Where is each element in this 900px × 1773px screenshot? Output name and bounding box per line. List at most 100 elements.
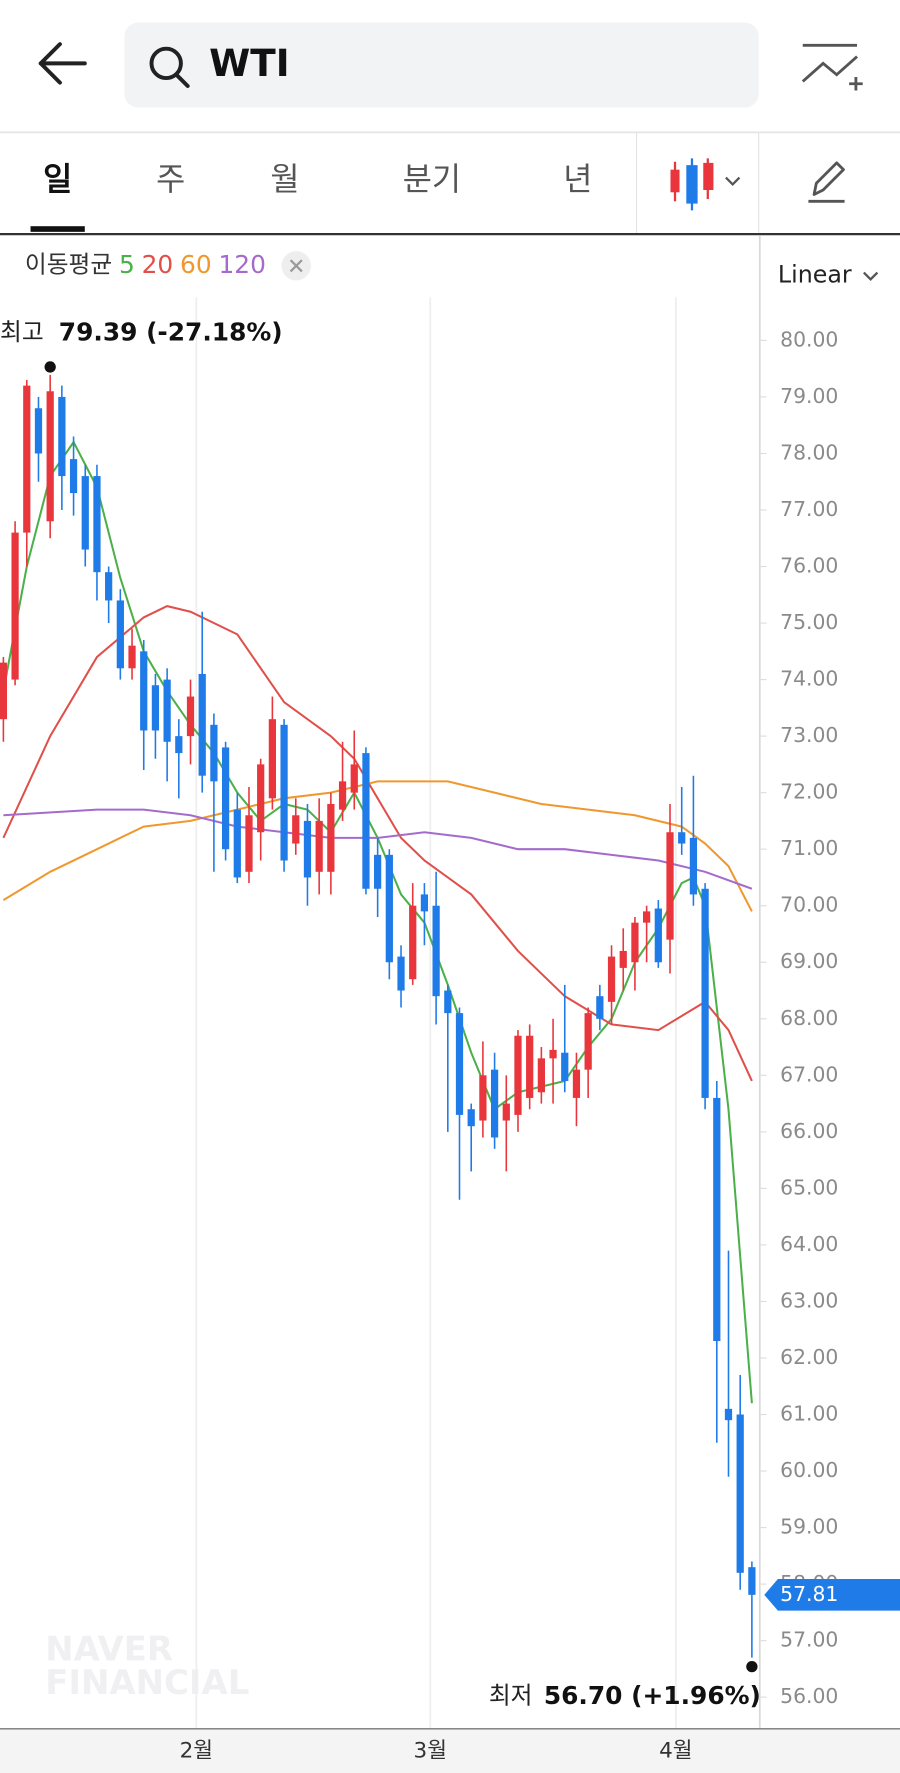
search-icon (149, 46, 183, 81)
candle-body (701, 888, 709, 1098)
candle-body (432, 905, 440, 997)
candle-body (619, 950, 627, 968)
candle-body (374, 854, 382, 889)
candle-body (643, 911, 651, 923)
candle-body (163, 679, 171, 742)
y-tick-label: 57.00 (780, 1628, 838, 1652)
legend-title: 이동평균 (25, 250, 112, 278)
x-tick-label: 4월 (659, 1738, 692, 1763)
candle-body (409, 905, 417, 980)
period-tab[interactable]: 일 (43, 162, 72, 198)
axes: 2월3월4월56.0057.0058.0059.0060.0061.0062.0… (180, 327, 839, 1763)
candle-body (666, 832, 674, 940)
scale-chevron (863, 271, 879, 281)
period-tab[interactable]: 년 (563, 162, 592, 198)
moving-average-line (2, 605, 753, 1082)
icon-candle (703, 162, 714, 191)
y-tick-label: 74.00 (780, 667, 838, 691)
y-tick-label: 56.00 (780, 1684, 838, 1708)
candle-body (385, 854, 393, 963)
candle-body (350, 764, 358, 793)
candle-body (526, 1035, 534, 1098)
candle-body (362, 753, 370, 889)
x-tick-label: 2월 (180, 1738, 213, 1763)
y-tick-label: 79.00 (780, 384, 838, 408)
period-tabs: 일 주 월 분기 년 (30, 162, 592, 232)
candle-body (748, 1567, 756, 1595)
candle-body (292, 815, 300, 844)
back-button[interactable] (38, 42, 87, 85)
candle-body (128, 645, 136, 669)
candle-body (607, 956, 616, 1002)
candle-body (257, 764, 265, 833)
compare-button[interactable] (801, 43, 863, 91)
search-box[interactable] (124, 22, 759, 108)
moving-average-line (3, 808, 753, 890)
candle-body (689, 837, 698, 895)
candle-body (455, 1013, 464, 1115)
candle-body (268, 719, 276, 799)
candle-body (34, 408, 43, 454)
y-tick-label: 59.00 (780, 1515, 838, 1539)
y-tick-label: 69.00 (780, 949, 838, 973)
period-tab[interactable]: 분기 (403, 162, 461, 198)
candle-body (514, 1035, 522, 1115)
candle-body (233, 809, 241, 878)
candle-body (736, 1414, 744, 1573)
candle-body (338, 781, 347, 810)
close-icon (289, 259, 303, 273)
candle-body (11, 532, 19, 680)
candle-body (198, 673, 206, 776)
y-tick-label: 64.00 (780, 1232, 838, 1256)
watermark-text: FINANCIAL (45, 1663, 249, 1702)
y-tick-label: 76.00 (780, 554, 838, 578)
y-tick-label: 75.00 (780, 610, 838, 634)
high-marker-text: 79.39 (-27.18%) (59, 318, 283, 347)
legend-entry: 20 (142, 250, 174, 279)
legend-entry: 120 (218, 250, 265, 279)
scale-mode[interactable]: Linear (778, 260, 852, 288)
candle-body (46, 391, 54, 522)
y-tick-label: 60.00 (780, 1458, 838, 1482)
period-tab[interactable]: 주 (156, 162, 185, 198)
candle-body (631, 922, 639, 963)
period-tab[interactable]: 월 (270, 162, 299, 198)
y-tick-label: 73.00 (780, 723, 838, 747)
candle-body (0, 662, 8, 720)
candle-body (537, 1058, 545, 1093)
y-tick-label: 61.00 (780, 1402, 838, 1426)
icon-candle (670, 169, 680, 193)
back-arrow (38, 42, 87, 85)
candle-body (654, 908, 662, 963)
y-tick-label: 67.00 (780, 1062, 838, 1086)
candle-body (93, 476, 101, 573)
x-tick-label: 3월 (414, 1738, 447, 1763)
candle-body (23, 385, 31, 533)
y-tick-label: 72.00 (780, 780, 838, 804)
y-tick-label: 62.00 (780, 1345, 838, 1369)
low-marker-label: 최저 (489, 1682, 533, 1710)
candle-body (678, 832, 686, 844)
icon-candle (686, 165, 698, 204)
candle-body (490, 1069, 499, 1138)
low-marker-text: 56.70 (+1.96%) (544, 1681, 761, 1710)
chart-type-button[interactable] (670, 158, 741, 211)
watermark-text: NAVER (45, 1629, 173, 1668)
candle-body (140, 651, 148, 731)
y-tick-label: 77.00 (780, 497, 838, 521)
y-tick-label: 80.00 (780, 327, 838, 351)
candle-body (420, 894, 429, 912)
candle-body (549, 1049, 557, 1059)
candle-body (596, 996, 604, 1019)
candle-body (713, 1097, 721, 1342)
x-axis-band (0, 1729, 900, 1773)
dropdown-chevron (725, 176, 741, 186)
grid (195, 297, 677, 1728)
candle-body (175, 736, 183, 754)
draw-button[interactable] (808, 161, 845, 203)
candle-body (561, 1052, 569, 1081)
legend: 이동평균 5 20 60 120 (25, 250, 266, 279)
y-tick-label: 71.00 (780, 836, 838, 860)
